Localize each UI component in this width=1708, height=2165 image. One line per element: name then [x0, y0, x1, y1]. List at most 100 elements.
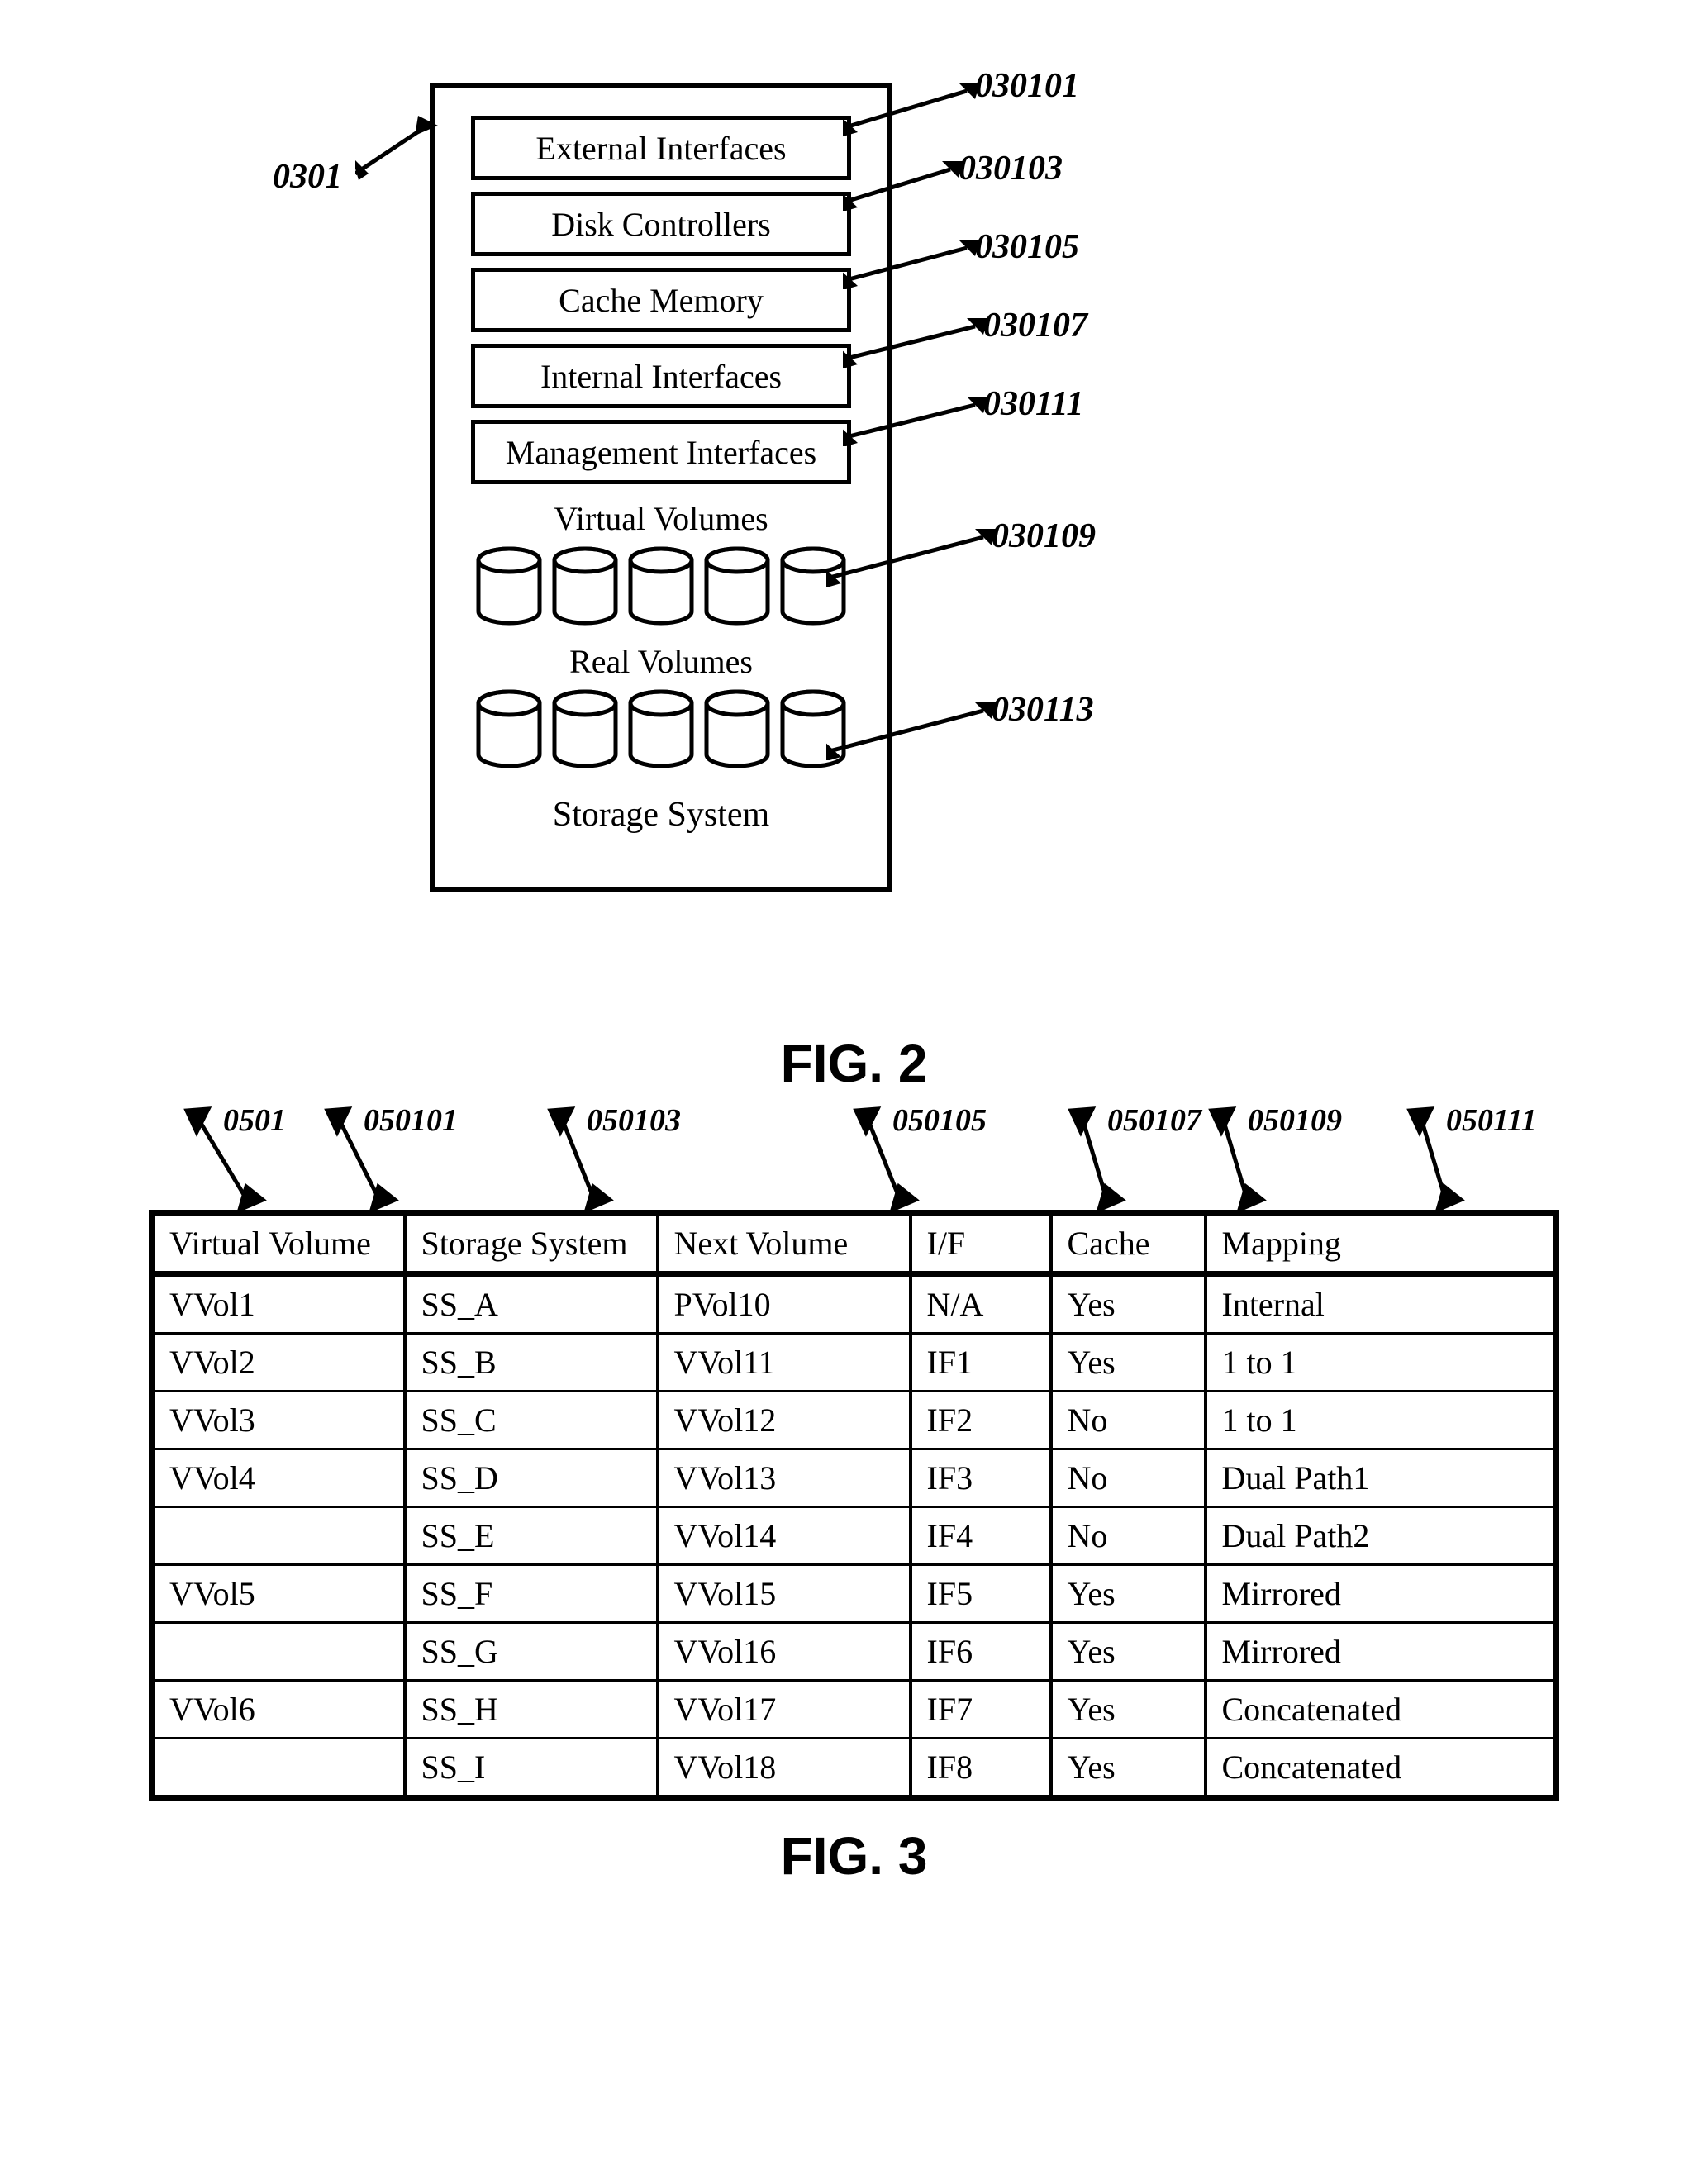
col-virtual-volume: Virtual Volume: [152, 1213, 405, 1274]
table-cell: Mirrored: [1206, 1565, 1557, 1623]
ref-050111: 050111: [1446, 1102, 1537, 1139]
table-cell: Yes: [1051, 1623, 1206, 1681]
table-cell: VVol12: [658, 1392, 911, 1449]
table-cell: IF2: [911, 1392, 1051, 1449]
real-volumes-label: Real Volumes: [459, 642, 863, 681]
ref-050109: 050109: [1248, 1102, 1342, 1139]
vvol-table-wrap: 0501 050101 050103 050105 050107 050109 …: [149, 1210, 1559, 1801]
table-cell: IF3: [911, 1449, 1051, 1507]
table-cell: SS_H: [405, 1681, 658, 1739]
cylinder-icon: [550, 545, 620, 627]
ref-0501: 0501: [223, 1102, 286, 1139]
table-cell: VVol16: [658, 1623, 911, 1681]
ref-030111: 030111: [983, 384, 1083, 424]
component-management-interfaces: Management Interfaces: [471, 420, 851, 484]
cylinder-icon: [702, 545, 772, 627]
table-leadlines-icon: [149, 1094, 1559, 1210]
table-cell: SS_F: [405, 1565, 658, 1623]
cylinder-icon: [474, 688, 544, 770]
col-storage-system: Storage System: [405, 1213, 658, 1274]
table-cell: VVol3: [152, 1392, 405, 1449]
table-cell: VVol5: [152, 1565, 405, 1623]
table-cell: Dual Path1: [1206, 1449, 1557, 1507]
cylinder-icon: [778, 545, 848, 627]
ref-050105: 050105: [892, 1102, 987, 1139]
fig2-container: External Interfaces Disk Controllers Cac…: [50, 33, 1658, 1008]
ref-030105: 030105: [975, 227, 1079, 267]
ref-050107: 050107: [1107, 1102, 1201, 1139]
table-cell: Yes: [1051, 1334, 1206, 1392]
table-cell: No: [1051, 1392, 1206, 1449]
table-cell: VVol2: [152, 1334, 405, 1392]
ref-030103: 030103: [959, 149, 1063, 188]
table-row: VVol1SS_APVol10N/AYesInternal: [152, 1274, 1557, 1334]
table-cell: SS_C: [405, 1392, 658, 1449]
fig3-caption: FIG. 3: [50, 1825, 1658, 1887]
table-cell: [152, 1739, 405, 1798]
table-row: VVol4SS_DVVol13IF3NoDual Path1: [152, 1449, 1557, 1507]
vvol-table: Virtual Volume Storage System Next Volum…: [149, 1210, 1559, 1801]
table-cell: SS_E: [405, 1507, 658, 1565]
ref-030101: 030101: [975, 66, 1079, 106]
table-row: SS_GVVol16IF6YesMirrored: [152, 1623, 1557, 1681]
table-cell: VVol11: [658, 1334, 911, 1392]
table-cell: SS_A: [405, 1274, 658, 1334]
cylinder-icon: [626, 688, 696, 770]
table-cell: VVol13: [658, 1449, 911, 1507]
col-next-volume: Next Volume: [658, 1213, 911, 1274]
storage-system-title: Storage System: [459, 795, 863, 835]
table-cell: Mirrored: [1206, 1623, 1557, 1681]
table-row: VVol2SS_BVVol11IF1Yes1 to 1: [152, 1334, 1557, 1392]
table-cell: IF5: [911, 1565, 1051, 1623]
table-cell: VVol18: [658, 1739, 911, 1798]
ref-030109: 030109: [992, 516, 1096, 556]
table-cell: VVol1: [152, 1274, 405, 1334]
table-cell: [152, 1623, 405, 1681]
storage-system-box: External Interfaces Disk Controllers Cac…: [430, 83, 892, 892]
table-cell: 1 to 1: [1206, 1334, 1557, 1392]
table-cell: SS_B: [405, 1334, 658, 1392]
table-row: VVol3SS_CVVol12IF2No1 to 1: [152, 1392, 1557, 1449]
table-cell: No: [1051, 1507, 1206, 1565]
table-cell: VVol14: [658, 1507, 911, 1565]
table-cell: Dual Path2: [1206, 1507, 1557, 1565]
component-external-interfaces: External Interfaces: [471, 116, 851, 180]
table-cell: Yes: [1051, 1681, 1206, 1739]
table-cell: VVol6: [152, 1681, 405, 1739]
ref-030107: 030107: [983, 306, 1087, 345]
table-cell: Yes: [1051, 1274, 1206, 1334]
table-cell: Concatenated: [1206, 1739, 1557, 1798]
cylinder-icon: [550, 688, 620, 770]
table-cell: IF7: [911, 1681, 1051, 1739]
cylinder-icon: [626, 545, 696, 627]
table-cell: IF1: [911, 1334, 1051, 1392]
table-header-row: Virtual Volume Storage System Next Volum…: [152, 1213, 1557, 1274]
table-cell: IF4: [911, 1507, 1051, 1565]
component-cache-memory: Cache Memory: [471, 268, 851, 332]
col-cache: Cache: [1051, 1213, 1206, 1274]
table-cell: VVol4: [152, 1449, 405, 1507]
fig3-container: 0501 050101 050103 050105 050107 050109 …: [50, 1210, 1658, 1801]
ref-030113: 030113: [992, 690, 1094, 730]
table-cell: SS_I: [405, 1739, 658, 1798]
table-cell: PVol10: [658, 1274, 911, 1334]
table-row: SS_IVVol18IF8YesConcatenated: [152, 1739, 1557, 1798]
ref-050101: 050101: [364, 1102, 458, 1139]
col-if: I/F: [911, 1213, 1051, 1274]
table-cell: Concatenated: [1206, 1681, 1557, 1739]
real-volumes-row: [459, 688, 863, 770]
table-cell: No: [1051, 1449, 1206, 1507]
col-mapping: Mapping: [1206, 1213, 1557, 1274]
component-disk-controllers: Disk Controllers: [471, 192, 851, 256]
table-cell: [152, 1507, 405, 1565]
table-cell: VVol17: [658, 1681, 911, 1739]
table-row: VVol5SS_FVVol15IF5YesMirrored: [152, 1565, 1557, 1623]
virtual-volumes-row: [459, 545, 863, 627]
table-cell: N/A: [911, 1274, 1051, 1334]
ref-050103: 050103: [587, 1102, 681, 1139]
table-cell: Yes: [1051, 1565, 1206, 1623]
cylinder-icon: [702, 688, 772, 770]
table-cell: IF6: [911, 1623, 1051, 1681]
table-row: VVol6SS_HVVol17IF7YesConcatenated: [152, 1681, 1557, 1739]
cylinder-icon: [474, 545, 544, 627]
